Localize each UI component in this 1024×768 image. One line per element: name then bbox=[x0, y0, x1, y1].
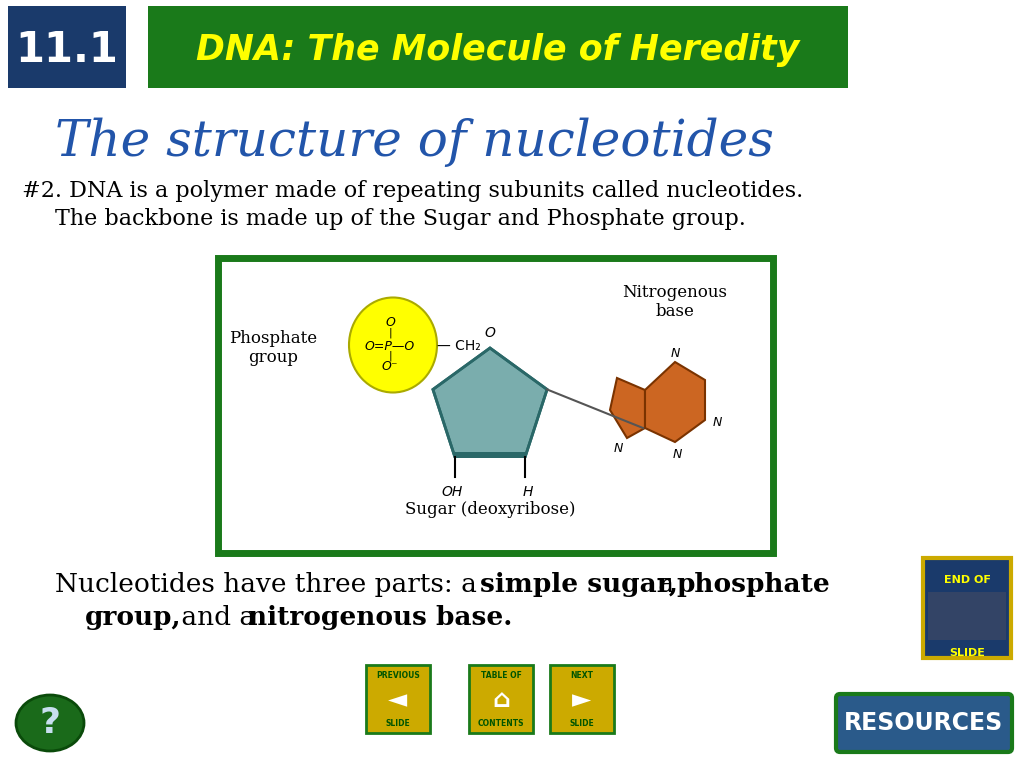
Text: 11.1: 11.1 bbox=[15, 29, 119, 71]
Text: ⌂: ⌂ bbox=[493, 688, 510, 712]
FancyBboxPatch shape bbox=[550, 665, 614, 733]
Text: N: N bbox=[673, 448, 682, 461]
Ellipse shape bbox=[349, 297, 437, 392]
FancyBboxPatch shape bbox=[366, 665, 430, 733]
Text: TABLE OF: TABLE OF bbox=[480, 670, 521, 680]
Text: OH: OH bbox=[441, 485, 463, 498]
Text: Nitrogenous
base: Nitrogenous base bbox=[623, 283, 727, 320]
Text: N: N bbox=[671, 347, 680, 360]
Polygon shape bbox=[455, 452, 525, 456]
Text: N: N bbox=[713, 415, 722, 429]
Text: ◄: ◄ bbox=[388, 688, 408, 712]
Text: RESOURCES: RESOURCES bbox=[845, 711, 1004, 735]
Text: O⁻: O⁻ bbox=[382, 360, 398, 373]
Text: simple sugar,: simple sugar, bbox=[480, 572, 678, 597]
Text: DNA: The Molecule of Heredity: DNA: The Molecule of Heredity bbox=[197, 33, 800, 67]
Text: |: | bbox=[388, 351, 392, 361]
Text: O: O bbox=[385, 316, 395, 329]
Text: H: H bbox=[523, 485, 534, 498]
Text: SLIDE: SLIDE bbox=[569, 719, 594, 727]
Text: Phosphate
group: Phosphate group bbox=[229, 329, 317, 366]
Text: a: a bbox=[650, 572, 683, 597]
Text: N: N bbox=[613, 442, 623, 455]
Text: CONTENTS: CONTENTS bbox=[478, 719, 524, 727]
Text: ►: ► bbox=[572, 688, 592, 712]
Text: NEXT: NEXT bbox=[570, 670, 594, 680]
Polygon shape bbox=[433, 348, 547, 456]
Text: PREVIOUS: PREVIOUS bbox=[376, 670, 420, 680]
Text: Sugar (deoxyribose): Sugar (deoxyribose) bbox=[404, 502, 575, 518]
Text: The backbone is made up of the Sugar and Phosphate group.: The backbone is made up of the Sugar and… bbox=[55, 208, 745, 230]
FancyBboxPatch shape bbox=[469, 665, 534, 733]
Text: O=P—O: O=P—O bbox=[365, 339, 415, 353]
Text: The structure of nucleotides: The structure of nucleotides bbox=[55, 118, 774, 167]
FancyBboxPatch shape bbox=[836, 694, 1012, 752]
Text: group,: group, bbox=[85, 605, 181, 630]
Text: ?: ? bbox=[40, 706, 60, 740]
FancyBboxPatch shape bbox=[928, 592, 1006, 640]
FancyBboxPatch shape bbox=[923, 558, 1011, 658]
Text: SLIDE: SLIDE bbox=[949, 648, 985, 658]
Text: #2. DNA is a polymer made of repeating subunits called nucleotides.: #2. DNA is a polymer made of repeating s… bbox=[22, 180, 803, 202]
FancyBboxPatch shape bbox=[218, 258, 773, 553]
Text: phosphate: phosphate bbox=[676, 572, 829, 597]
Text: O: O bbox=[484, 326, 496, 340]
FancyBboxPatch shape bbox=[148, 6, 848, 88]
Text: SLIDE: SLIDE bbox=[386, 719, 411, 727]
FancyBboxPatch shape bbox=[8, 6, 126, 88]
Ellipse shape bbox=[16, 695, 84, 751]
Polygon shape bbox=[610, 378, 645, 438]
Text: END OF: END OF bbox=[943, 575, 990, 585]
Text: nitrogenous base.: nitrogenous base. bbox=[248, 605, 512, 630]
Text: Nucleotides have three parts: a: Nucleotides have three parts: a bbox=[55, 572, 485, 597]
Text: — CH₂: — CH₂ bbox=[437, 339, 480, 353]
Polygon shape bbox=[645, 362, 705, 442]
Text: and a: and a bbox=[173, 605, 263, 630]
Text: |: | bbox=[388, 328, 392, 338]
